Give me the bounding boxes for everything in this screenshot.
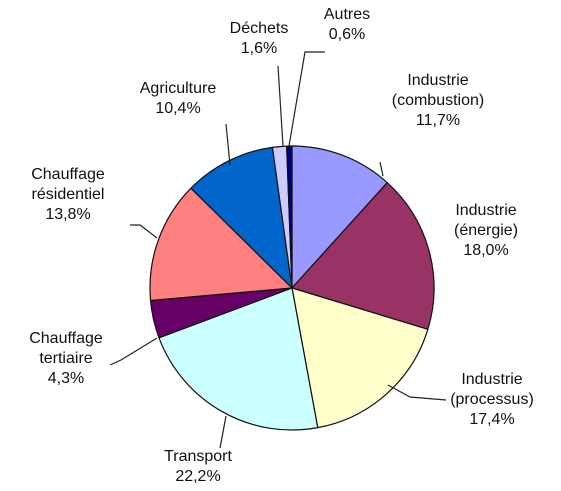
leader-line-3 bbox=[219, 415, 227, 449]
pie-slice-0 bbox=[291, 145, 389, 290]
pie-slice-2 bbox=[291, 287, 429, 429]
slice-category-label: Déchets bbox=[230, 20, 289, 37]
slice-value-label: 0,6% bbox=[329, 26, 365, 43]
pie-slices bbox=[149, 145, 435, 431]
leader-line-4 bbox=[109, 337, 158, 366]
slice-category-label: Chauffage bbox=[29, 330, 103, 347]
slice-label-0: Industrie (combustion) 11,7% bbox=[392, 72, 484, 129]
slice-category-label: Agriculture bbox=[140, 80, 217, 97]
slice-label-2: Industrie (processus) 17,4% bbox=[450, 371, 534, 428]
slice-label-6: Agriculture 10,4% bbox=[140, 80, 217, 117]
slice-category-label: tertiaire bbox=[39, 350, 92, 367]
leader-line-8 bbox=[288, 51, 325, 147]
slice-label-5: Chauffage résidentiel 13,8% bbox=[31, 166, 105, 223]
pie-slice-1 bbox=[290, 181, 435, 331]
slice-label-3: Transport 22,2% bbox=[164, 448, 232, 485]
pie-slice-5 bbox=[149, 187, 294, 302]
slice-label-4: Chauffage tertiaire 4,3% bbox=[29, 330, 103, 387]
leader-lines bbox=[109, 51, 447, 449]
slice-value-label: 10,4% bbox=[155, 100, 200, 117]
leader-line-7 bbox=[277, 65, 284, 147]
slice-category-label: Autres bbox=[324, 6, 370, 23]
slice-category-label: Chauffage bbox=[31, 166, 105, 183]
slice-label-7: Déchets 1,6% bbox=[230, 20, 289, 57]
slice-category-label: Industrie bbox=[461, 371, 522, 388]
leader-line-2 bbox=[387, 384, 447, 401]
slice-category-label: (énergie) bbox=[454, 222, 518, 239]
leader-line-0 bbox=[379, 161, 384, 177]
slice-category-label: (processus) bbox=[450, 391, 534, 408]
slice-label-1: Industrie (énergie) 18,0% bbox=[454, 202, 518, 259]
leader-line-6 bbox=[225, 123, 231, 166]
pie-slice-6 bbox=[190, 146, 293, 290]
slice-category-label: (combustion) bbox=[392, 92, 484, 109]
slice-labels: Industrie (combustion) 11,7% Industrie (éner… bbox=[29, 6, 534, 485]
slice-value-label: 1,6% bbox=[241, 40, 277, 57]
slice-value-label: 17,4% bbox=[469, 411, 514, 428]
leader-line-5 bbox=[130, 224, 158, 239]
slice-value-label: 4,3% bbox=[48, 370, 84, 387]
slice-value-label: 11,7% bbox=[416, 112, 460, 129]
slice-category-label: Industrie bbox=[407, 72, 468, 89]
slice-value-label: 22,2% bbox=[175, 468, 220, 485]
slice-category-label: Industrie bbox=[455, 202, 516, 219]
slice-category-label: Transport bbox=[164, 448, 232, 465]
slice-category-label: résidentiel bbox=[32, 186, 105, 203]
slice-label-8: Autres 0,6% bbox=[324, 6, 370, 43]
slice-value-label: 18,0% bbox=[463, 242, 508, 259]
slice-value-label: 13,8% bbox=[45, 206, 90, 223]
